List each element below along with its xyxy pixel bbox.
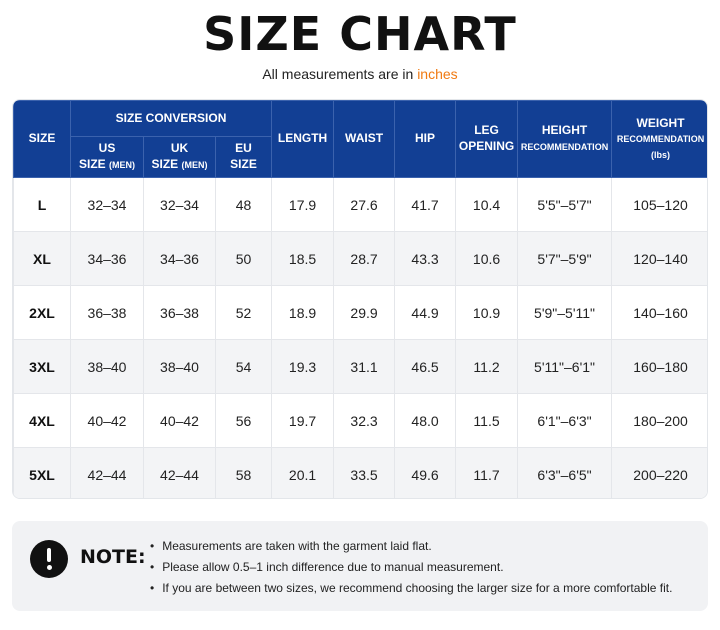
height-cell: 6'3"–6'5" — [517, 447, 613, 498]
size-chart-table-wrapper: SIZE SIZE CONVERSION LENGTH WAIST HIP LE… — [12, 99, 708, 499]
size-cell: XL — [13, 231, 71, 286]
waist-cell: 27.6 — [333, 177, 396, 232]
uk-size-cell: 40–42 — [143, 393, 216, 448]
header-weight-recommendation: WEIGHT RECOMMENDATION (lbs) — [611, 100, 707, 178]
length-cell: 20.1 — [271, 447, 335, 498]
header-height-recommendation: HEIGHT RECOMMENDATION — [517, 100, 613, 178]
size-cell: 2XL — [13, 285, 71, 340]
uk-size-cell: 42–44 — [143, 447, 216, 498]
note-label: NOTE: — [80, 546, 146, 568]
exclamation-circle-icon — [30, 540, 68, 578]
height-cell: 5'11"–6'1" — [517, 339, 613, 394]
header-size: SIZE — [13, 100, 71, 178]
weight-cell: 200–220 — [611, 447, 707, 498]
table-row: L 32–34 32–34 48 17.9 27.6 41.7 10.4 5'5… — [13, 177, 707, 232]
waist-cell: 31.1 — [333, 339, 396, 394]
length-cell: 18.9 — [271, 285, 335, 340]
uk-size-cell: 34–36 — [143, 231, 216, 286]
us-size-cell: 42–44 — [70, 447, 144, 498]
height-cell: 5'9"–5'11" — [517, 285, 613, 340]
waist-cell: 32.3 — [333, 393, 396, 448]
table-row: 4XL 40–42 40–42 56 19.7 32.3 48.0 11.5 6… — [13, 393, 707, 448]
size-chart-body: L 32–34 32–34 48 17.9 27.6 41.7 10.4 5'5… — [13, 177, 707, 498]
length-cell: 17.9 — [271, 177, 335, 232]
leg-opening-cell: 11.7 — [455, 447, 519, 498]
hip-cell: 43.3 — [394, 231, 457, 286]
waist-cell: 29.9 — [333, 285, 396, 340]
us-size-cell: 34–36 — [70, 231, 144, 286]
table-row: XL 34–36 34–36 50 18.5 28.7 43.3 10.6 5'… — [13, 231, 707, 286]
header-length: LENGTH — [271, 100, 335, 178]
us-size-cell: 38–40 — [70, 339, 144, 394]
hip-cell: 44.9 — [394, 285, 457, 340]
header-size-conversion: SIZE CONVERSION — [69, 100, 273, 137]
header-waist: WAIST — [333, 100, 396, 178]
subtitle-text: All measurements are in — [262, 66, 418, 82]
list-item: If you are between two sizes, we recomme… — [150, 578, 672, 599]
header-leg-opening: LEG OPENING — [455, 100, 519, 178]
header-hip: HIP — [394, 100, 457, 178]
leg-opening-cell: 10.6 — [455, 231, 519, 286]
note-box: NOTE: Measurements are taken with the ga… — [12, 521, 708, 611]
header-uk-size: UK SIZE (MEN) — [143, 136, 216, 178]
waist-cell: 28.7 — [333, 231, 396, 286]
page-title: SIZE CHART — [203, 7, 517, 61]
hip-cell: 49.6 — [394, 447, 457, 498]
unit-highlight: inches — [417, 66, 458, 82]
eu-size-cell: 50 — [214, 231, 273, 286]
list-item: Please allow 0.5–1 inch difference due t… — [150, 557, 672, 578]
eu-size-cell: 52 — [214, 285, 273, 340]
us-size-cell: 36–38 — [70, 285, 144, 340]
leg-opening-cell: 11.5 — [455, 393, 519, 448]
hip-cell: 48.0 — [394, 393, 457, 448]
leg-opening-cell: 10.4 — [455, 177, 519, 232]
waist-cell: 33.5 — [333, 447, 396, 498]
hip-cell: 41.7 — [394, 177, 457, 232]
uk-size-cell: 38–40 — [143, 339, 216, 394]
page-subtitle: All measurements are in inches — [0, 66, 720, 82]
header-us-size: US SIZE (MEN) — [70, 136, 144, 178]
length-cell: 18.5 — [271, 231, 335, 286]
table-row: 3XL 38–40 38–40 54 19.3 31.1 46.5 11.2 5… — [13, 339, 707, 394]
height-cell: 5'5"–5'7" — [517, 177, 613, 232]
size-cell: L — [13, 177, 71, 232]
table-row: 5XL 42–44 42–44 58 20.1 33.5 49.6 11.7 6… — [13, 447, 707, 498]
length-cell: 19.7 — [271, 393, 335, 448]
size-cell: 5XL — [13, 447, 71, 498]
hip-cell: 46.5 — [394, 339, 457, 394]
eu-size-cell: 58 — [214, 447, 273, 498]
length-cell: 19.3 — [271, 339, 335, 394]
eu-size-cell: 48 — [214, 177, 273, 232]
table-row: 2XL 36–38 36–38 52 18.9 29.9 44.9 10.9 5… — [13, 285, 707, 340]
height-cell: 6'1"–6'3" — [517, 393, 613, 448]
list-item: Measurements are taken with the garment … — [150, 536, 672, 557]
leg-opening-cell: 10.9 — [455, 285, 519, 340]
header-eu-size: EU SIZE — [214, 136, 273, 178]
uk-size-cell: 32–34 — [143, 177, 216, 232]
eu-size-cell: 54 — [214, 339, 273, 394]
size-cell: 4XL — [13, 393, 71, 448]
eu-size-cell: 56 — [214, 393, 273, 448]
us-size-cell: 40–42 — [70, 393, 144, 448]
us-size-cell: 32–34 — [70, 177, 144, 232]
leg-opening-cell: 11.2 — [455, 339, 519, 394]
size-cell: 3XL — [13, 339, 71, 394]
weight-cell: 120–140 — [611, 231, 707, 286]
size-chart-table: SIZE SIZE CONVERSION LENGTH WAIST HIP LE… — [13, 100, 707, 498]
weight-cell: 140–160 — [611, 285, 707, 340]
weight-cell: 105–120 — [611, 177, 707, 232]
uk-size-cell: 36–38 — [143, 285, 216, 340]
note-list: Measurements are taken with the garment … — [150, 536, 672, 599]
weight-cell: 160–180 — [611, 339, 707, 394]
height-cell: 5'7"–5'9" — [517, 231, 613, 286]
weight-cell: 180–200 — [611, 393, 707, 448]
